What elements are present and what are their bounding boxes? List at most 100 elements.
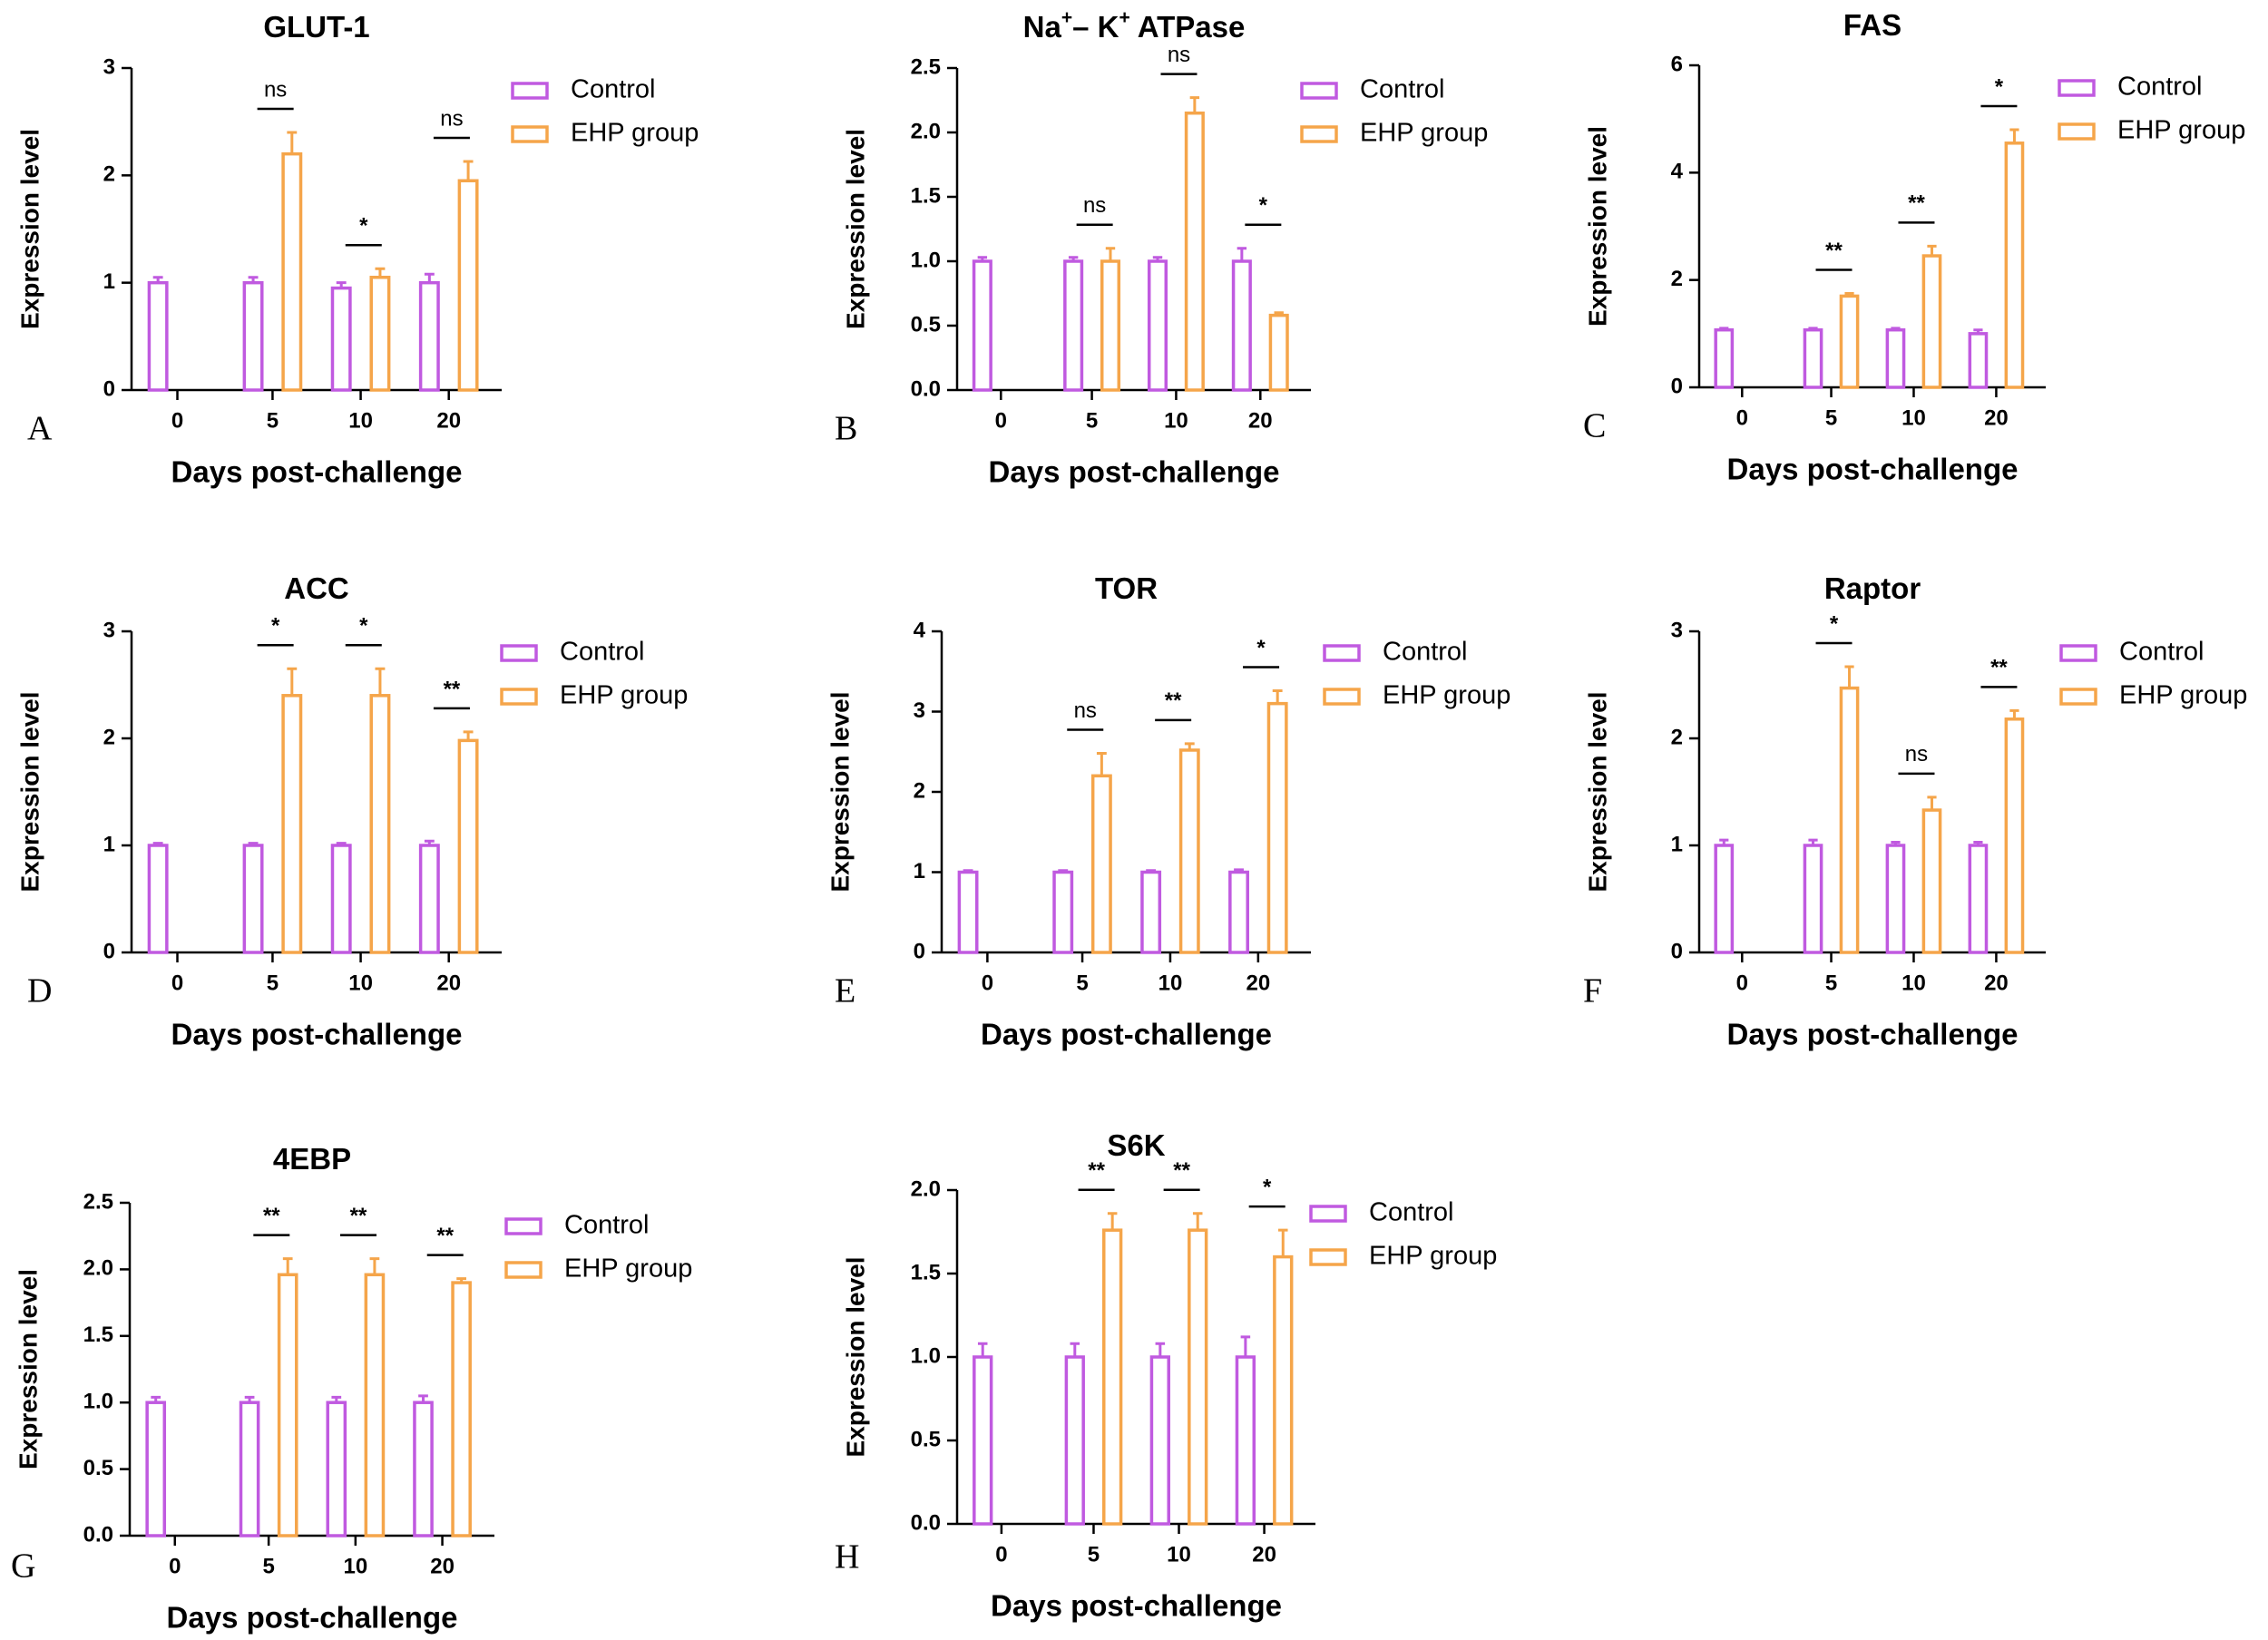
error-bar [1070, 1342, 1080, 1357]
error-bar [282, 1257, 293, 1275]
legend-swatch [2058, 79, 2096, 97]
bar-control [418, 280, 440, 392]
bar-control [147, 844, 169, 954]
x-axis-label: Days post-challenge [1727, 453, 2019, 486]
significance-label: ns [1905, 742, 1928, 766]
significance-label: ** [1825, 239, 1843, 263]
error-bar [1237, 247, 1247, 261]
legend-swatch [500, 688, 538, 706]
x-tick-label: 20 [436, 971, 461, 995]
bar-ehp [1921, 254, 1942, 389]
error-bar [1808, 838, 1818, 845]
bar-control [1064, 1355, 1085, 1526]
x-tick-label: 0 [1736, 971, 1748, 995]
bar-ehp [1273, 1254, 1294, 1526]
y-tick-label: 1.0 [83, 1390, 113, 1414]
error-bar [1719, 327, 1729, 330]
error-bar [375, 267, 386, 278]
x-tick-label: 10 [1901, 405, 1926, 430]
significance-label: ** [1173, 1158, 1190, 1183]
significance-label: ns [264, 77, 287, 102]
significance-label: ns [1168, 43, 1190, 67]
y-tick-label: 1.5 [83, 1323, 113, 1347]
y-tick-label: 3 [103, 618, 115, 642]
chart-panel-a: GLUT-1 0 1 2 3 0 5 10 20 Days post-challenge Expre… [15, 10, 699, 489]
bar-ehp [1188, 1228, 1208, 1526]
x-tick-label: 10 [1164, 408, 1188, 433]
error-bar [151, 1395, 161, 1403]
x-tick-label: 10 [1167, 1542, 1191, 1567]
panel-title: S6K [1107, 1128, 1165, 1162]
error-bar [287, 131, 298, 154]
x-axis-label: Days post-challenge [171, 455, 463, 489]
significance-label: ** [1908, 191, 1925, 216]
legend-swatch [2059, 688, 2097, 706]
error-bar [463, 730, 474, 741]
y-tick-label: 1 [103, 269, 115, 294]
significance-label: ** [1088, 1158, 1105, 1183]
bar-control [1803, 327, 1823, 389]
x-tick-label: 0 [995, 408, 1007, 433]
y-tick-label: 2.0 [83, 1256, 113, 1281]
y-tick-label: 1.5 [911, 183, 941, 208]
x-tick-label: 20 [1246, 971, 1271, 995]
bar-ehp [369, 694, 391, 954]
y-tick-label: 0 [103, 376, 115, 401]
legend-swatch [2058, 122, 2096, 141]
legend-label: Control [1383, 638, 1468, 667]
bar-control [1228, 870, 1249, 954]
legend-swatch [1300, 82, 1338, 100]
bar-ehp [364, 1273, 386, 1538]
x-tick-label: 5 [267, 408, 279, 433]
error-bar [1274, 311, 1284, 316]
bar-ehp [277, 1273, 298, 1538]
error-bar [2009, 708, 2019, 719]
bar-ehp [1090, 774, 1112, 954]
error-bar [456, 1277, 466, 1284]
x-tick-label: 5 [1825, 971, 1837, 995]
chart-panel-d: ACC 0 1 2 3 0 5 10 20 Days post-challenge Expressi… [15, 571, 688, 1051]
bar-control [242, 280, 264, 392]
significance-label: * [1256, 636, 1266, 660]
panel-title: Raptor [1824, 571, 1921, 605]
y-tick-label: 2 [103, 162, 115, 187]
y-tick-label: 2.5 [911, 54, 941, 79]
error-bar [977, 1342, 988, 1357]
y-tick-label: 0 [1671, 374, 1683, 398]
legend-label: Control [571, 75, 656, 104]
error-bar [1844, 291, 1854, 297]
legend-label: EHP group [2117, 116, 2245, 145]
error-bar [1234, 868, 1244, 873]
significance-label: ns [1083, 193, 1106, 218]
y-tick-label: 1 [914, 859, 925, 883]
error-bar [1927, 244, 1937, 257]
y-tick-label: 2.5 [83, 1189, 113, 1214]
bar-control [1235, 1355, 1256, 1526]
significance-label: * [271, 614, 280, 639]
error-bar [152, 276, 163, 283]
legend-swatch [500, 644, 538, 662]
error-bar [2009, 128, 2019, 143]
significance-label: ns [1074, 698, 1097, 723]
x-tick-label: 10 [344, 1554, 368, 1578]
y-tick-label: 0.5 [911, 1427, 941, 1451]
y-tick-label: 2.0 [911, 1176, 941, 1201]
significance-label: * [1830, 611, 1839, 636]
error-bar [152, 842, 163, 845]
y-tick-label: 3 [103, 54, 115, 79]
error-bar [1973, 840, 1983, 845]
panel-title: FAS [1843, 8, 1901, 42]
x-axis-label: Days post-challenge [981, 1018, 1272, 1051]
legend-label: Control [1369, 1198, 1454, 1227]
significance-label: * [359, 214, 368, 239]
bar-ehp [457, 179, 479, 392]
panel-letter: H [835, 1538, 859, 1577]
error-bar [1719, 838, 1729, 845]
y-tick-label: 0.0 [83, 1522, 113, 1547]
y-axis-label: Expression level [14, 1269, 42, 1469]
significance-label: ns [440, 106, 463, 131]
y-tick-label: 1 [103, 832, 115, 856]
bar-control [973, 1355, 993, 1526]
y-tick-label: 1.0 [911, 248, 941, 272]
